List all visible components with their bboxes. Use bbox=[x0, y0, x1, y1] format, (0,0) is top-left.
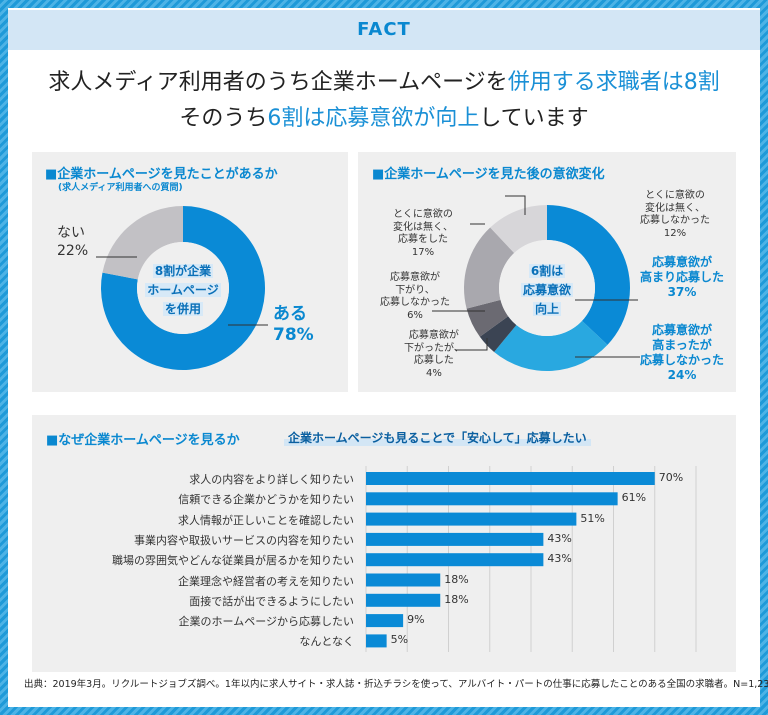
bar-value-label: 70% bbox=[658, 471, 684, 484]
chart1-subtitle: (求人メディア利用者への質問) bbox=[58, 183, 183, 193]
bar-category-label: 企業のホームページから応募したい bbox=[178, 615, 354, 629]
bar-0 bbox=[366, 472, 655, 485]
headline-highlight: 併用する求職者は8割 bbox=[507, 70, 720, 95]
leader-line bbox=[455, 338, 488, 351]
fact-header: FACT bbox=[8, 10, 760, 50]
chart1-title: ■企業ホームページを見たことがあるか bbox=[45, 167, 278, 182]
bar-5 bbox=[366, 573, 441, 587]
chart1-slice bbox=[102, 206, 183, 280]
bar-value-label: 9% bbox=[407, 613, 425, 627]
bar-7 bbox=[366, 614, 404, 628]
bar-value-label: 5% bbox=[390, 633, 409, 647]
chart1-center-text: 8割が企業 ホームページ を併用 bbox=[145, 264, 221, 317]
headline-text: 求人メディア利用者のうち企業ホームページを bbox=[48, 70, 508, 95]
chart2-label-nochange-noapply: とくに意欲の 変化は無く、 応募しなかった 12% bbox=[640, 190, 710, 239]
bar-category-label: 求人の内容をより詳しく知りたい bbox=[189, 473, 354, 486]
chart1-label-yes: ある 78% bbox=[273, 304, 314, 346]
chart2-label-up-applied: 応募意欲が 高まり応募した 37% bbox=[640, 255, 725, 299]
chart2-label-down-applied: 応募意欲が 下がったが、 応募した 4% bbox=[404, 330, 464, 379]
bar-1 bbox=[366, 492, 618, 506]
headline-line2: そのうち6割は応募意欲が向上しています bbox=[8, 100, 760, 132]
footnote-source: 出典：2019年3月。リクルートジョブズ調べ。1年以内に求人サイト・求人誌・折込… bbox=[24, 679, 768, 690]
headline-text: しています bbox=[479, 106, 589, 131]
chart2-label-up-noapply: 応募意欲が 高まったが 応募しなかった 24% bbox=[640, 323, 725, 382]
chart2-center-text: 6割は 応募意欲 向上 bbox=[520, 264, 573, 317]
chart2-label-down-noapply: 応募意欲が 下がり、 応募しなかった 6% bbox=[380, 272, 450, 321]
chart2-slice bbox=[463, 227, 515, 309]
bar-category-label: 面接で話が出できるようにしたい bbox=[189, 594, 354, 608]
chart2-slice bbox=[490, 205, 547, 254]
chart2-slice bbox=[494, 320, 608, 371]
bar-6 bbox=[366, 593, 441, 607]
bar-category-label: 求人情報が正しいことを確認したい bbox=[178, 513, 354, 527]
bar-category-label: なんとなく bbox=[299, 635, 354, 649]
chart3-title: ■なぜ企業ホームページを見るか bbox=[46, 433, 240, 448]
bar-3 bbox=[366, 532, 544, 546]
bar-value-label: 18% bbox=[444, 572, 469, 586]
bar-category-label: 職場の雰囲気やどんな従業員が居るかを知りたい bbox=[112, 554, 354, 568]
chart3-annotation: 企業ホームページも見ることで「安心して」応募したい bbox=[284, 429, 591, 446]
chart2-label-nochange-applied: とくに意欲の 変化は無く、 応募をした 17% bbox=[393, 209, 453, 258]
bar-value-label: 61% bbox=[621, 491, 647, 505]
bar-4 bbox=[366, 553, 544, 567]
chart1-label-no: ない 22% bbox=[57, 225, 89, 260]
bar-value-label: 43% bbox=[547, 552, 572, 566]
chart2-title: ■企業ホームページを見た後の意欲変化 bbox=[372, 167, 605, 182]
bar-2 bbox=[366, 512, 577, 526]
bar-value-label: 18% bbox=[444, 592, 469, 606]
bar-value-label: 51% bbox=[580, 511, 605, 525]
bar-value-label: 43% bbox=[547, 531, 572, 545]
leader-line bbox=[505, 195, 526, 215]
headline-highlight: 6割は応募意欲が向上 bbox=[267, 106, 480, 131]
bar-category-label: 信頼できる企業かどうかを知りたい bbox=[178, 493, 354, 507]
headline-line1: 求人メディア利用者のうち企業ホームページを併用する求職者は8割 bbox=[8, 64, 760, 96]
bar-category-label: 事業内容や取扱いサービスの内容を知りたい bbox=[134, 533, 354, 547]
chart2-slice bbox=[547, 205, 630, 345]
chart1-slice bbox=[100, 206, 266, 370]
bar-category-label: 企業理念や経営者の考えを知りたい bbox=[178, 574, 354, 588]
chart2-slice bbox=[479, 316, 517, 352]
chart2-slice bbox=[466, 299, 509, 337]
headline-text: そのうち bbox=[179, 106, 268, 131]
bar-8 bbox=[366, 634, 387, 648]
